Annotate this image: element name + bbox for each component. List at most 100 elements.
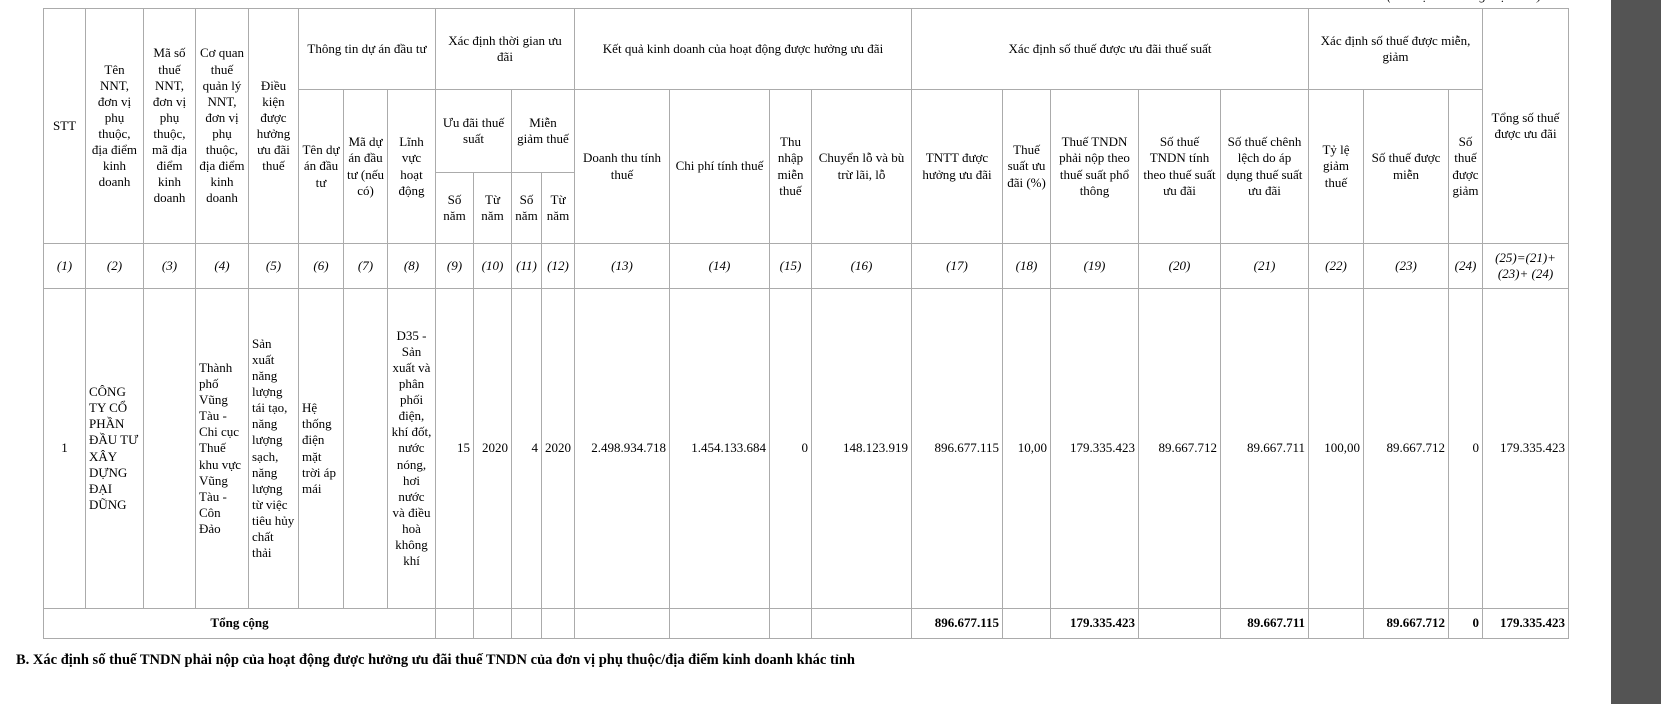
cell-rate-from-year: 2020: [473, 288, 512, 609]
cell-taxable-revenue: 2.498.934.718: [574, 288, 670, 609]
table-row: 1 CÔNG TY CỔ PHẦN ĐẦU TƯ XÂY DỰNG ĐẠI DŨ…: [43, 288, 1569, 609]
cell-total-incentive-tax: 179.335.423: [1482, 288, 1569, 609]
cell-tax-exempted: 89.667.712: [1363, 288, 1449, 609]
header-reduction-ratio: Tỷ lệ giảm thuế: [1308, 89, 1364, 244]
cell-tax-difference: 89.667.711: [1220, 288, 1309, 609]
cell-exempt-years: 4: [511, 288, 542, 609]
header-business-sector: Lĩnh vực hoạt động: [387, 89, 436, 244]
cell-incentive-condition: Sản xuất năng lượng tái tạo, năng lượng …: [248, 288, 299, 609]
header-loss-carryforward: Chuyển lỗ và bù trừ lãi, lỗ: [811, 89, 912, 244]
header-exempt-years: Số năm: [511, 172, 542, 244]
total-empty-c11: [511, 608, 542, 639]
colnum-25: (25)=(21)+ (23)+ (24): [1482, 243, 1569, 289]
header-incentive-rate: Thuế suất ưu đãi (%): [1002, 89, 1051, 244]
colnum-20: (20): [1138, 243, 1221, 289]
total-empty-c16: [811, 608, 912, 639]
header-group-exempt-reduced-tax: Xác định số thuế được miễn, giảm: [1308, 8, 1483, 90]
header-company-name: Tên NNT, đơn vị phụ thuộc, địa điểm kinh…: [85, 8, 144, 244]
total-total-incentive-tax: 179.335.423: [1482, 608, 1569, 639]
header-incentive-condition: Điều kiện được hưởng ưu đãi thuế: [248, 8, 299, 244]
header-rate-years: Số năm: [435, 172, 474, 244]
total-tax-standard-rate: 179.335.423: [1050, 608, 1139, 639]
colnum-14: (14): [669, 243, 770, 289]
unit-note-text: (Đơn vị tiền: Đồng Việt Nam): [1387, 0, 1577, 4]
header-total-incentive-tax: Tổng số thuế được ưu đãi: [1482, 8, 1569, 244]
colnum-15: (15): [769, 243, 812, 289]
colnum-4: (4): [195, 243, 249, 289]
cell-tax-incentive-rate: 89.667.712: [1138, 288, 1221, 609]
colnum-12: (12): [541, 243, 575, 289]
cell-project-name: Hệ thống điện mặt trời áp mái: [298, 288, 344, 609]
total-tax-difference: 89.667.711: [1220, 608, 1309, 639]
cell-rate-years: 15: [435, 288, 474, 609]
header-group-project-info: Thông tin dự án đầu tư: [298, 8, 436, 90]
cell-tax-standard-rate: 179.335.423: [1050, 288, 1139, 609]
colnum-22: (22): [1308, 243, 1364, 289]
colnum-8: (8): [387, 243, 436, 289]
header-tax-reduced: Số thuế được giảm: [1448, 89, 1483, 244]
header-tax-difference: Số thuế chênh lệch do áp dụng thuế suất …: [1220, 89, 1309, 244]
total-tax-reduced: 0: [1448, 608, 1483, 639]
colnum-5: (5): [248, 243, 299, 289]
cell-loss-carryforward: 148.123.919: [811, 288, 912, 609]
cell-deductible-expense: 1.454.133.684: [669, 288, 770, 609]
colnum-16: (16): [811, 243, 912, 289]
header-tax-incentive-rate: Số thuế TNDN tính theo thuế suất ưu đãi: [1138, 89, 1221, 244]
cell-exempt-income: 0: [769, 288, 812, 609]
colnum-24: (24): [1448, 243, 1483, 289]
header-exempt-income: Thu nhập miễn thuế: [769, 89, 812, 244]
colnum-10: (10): [473, 243, 512, 289]
header-group-incentive-period: Xác định thời gian ưu đãi: [435, 8, 575, 90]
header-tax-exempted: Số thuế được miễn: [1363, 89, 1449, 244]
cell-tax-office: Thành phố Vũng Tàu - Chi cục Thuế khu vự…: [195, 288, 249, 609]
colnum-2: (2): [85, 243, 144, 289]
unit-note-clipped: (Đơn vị tiền: Đồng Việt Nam): [1387, 0, 1577, 4]
colnum-9: (9): [435, 243, 474, 289]
cell-project-code: [343, 288, 388, 609]
total-empty-c14: [669, 608, 770, 639]
total-empty-c12: [541, 608, 575, 639]
header-tax-code: Mã số thuế NNT, đơn vị phụ thuộc, mã địa…: [143, 8, 196, 244]
colnum-17: (17): [911, 243, 1003, 289]
colnum-7: (7): [343, 243, 388, 289]
header-tax-standard-rate: Thuế TNDN phải nộp theo thuế suất phổ th…: [1050, 89, 1139, 244]
colnum-11: (11): [511, 243, 542, 289]
total-row: Tổng cộng 896.677.115 179.335.423 89.667…: [43, 608, 1569, 639]
total-label: Tổng cộng: [43, 608, 436, 639]
header-project-code: Mã dự án đầu tư (nếu có): [343, 89, 388, 244]
total-empty-c13: [574, 608, 670, 639]
header-stt: STT: [43, 8, 86, 244]
cell-incentive-income: 896.677.115: [911, 288, 1003, 609]
cell-company-name: CÔNG TY CỔ PHẦN ĐẦU TƯ XÂY DỰNG ĐẠI DŨNG: [85, 288, 144, 609]
colnum-6: (6): [298, 243, 344, 289]
section-b-title: B. Xác định số thuế TNDN phải nộp của ho…: [16, 652, 855, 668]
header-project-name: Tên dự án đầu tư: [298, 89, 344, 244]
total-empty-c9: [435, 608, 474, 639]
header-subgroup-exemption: Miễn giảm thuế: [511, 89, 575, 173]
colnum-1: (1): [43, 243, 86, 289]
total-empty-c20: [1138, 608, 1221, 639]
cell-tax-code: [143, 288, 196, 609]
total-empty-c18: [1002, 608, 1051, 639]
colnum-21: (21): [1220, 243, 1309, 289]
total-empty-c15: [769, 608, 812, 639]
right-dark-panel: [1611, 0, 1661, 704]
cell-incentive-rate: 10,00: [1002, 288, 1051, 609]
header-group-business-result: Kết quả kinh doanh của hoạt động được hư…: [574, 8, 912, 90]
header-group-rate-incentive-tax: Xác định số thuế được ưu đãi thuế suất: [911, 8, 1309, 90]
header-taxable-revenue: Doanh thu tính thuế: [574, 89, 670, 244]
cell-stt: 1: [43, 288, 86, 609]
total-tax-exempted: 89.667.712: [1363, 608, 1449, 639]
header-exempt-from-year: Từ năm: [541, 172, 575, 244]
header-tax-office: Cơ quan thuế quản lý NNT, đơn vị phụ thu…: [195, 8, 249, 244]
tax-incentive-table: STT Tên NNT, đơn vị phụ thuộc, địa điểm …: [43, 8, 1569, 639]
header-incentive-income: TNTT được hưởng ưu đãi: [911, 89, 1003, 244]
header-subgroup-rate-incentive: Ưu đãi thuế suất: [435, 89, 512, 173]
cell-tax-reduced: 0: [1448, 288, 1483, 609]
header-deductible-expense: Chi phí tính thuế: [669, 89, 770, 244]
colnum-3: (3): [143, 243, 196, 289]
colnum-18: (18): [1002, 243, 1051, 289]
header-rate-from-year: Từ năm: [473, 172, 512, 244]
total-empty-c22: [1308, 608, 1364, 639]
